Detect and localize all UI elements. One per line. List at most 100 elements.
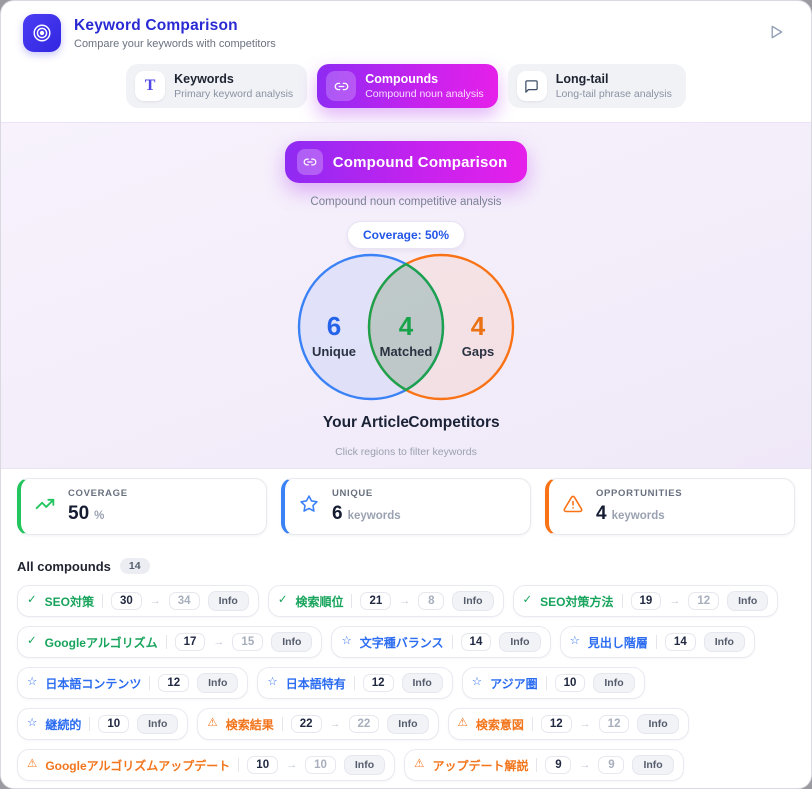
chip-info-button[interactable]: Info bbox=[499, 632, 541, 652]
play-button[interactable] bbox=[763, 19, 789, 48]
tab-long-tail[interactable]: Long-tail Long-tail phrase analysis bbox=[507, 64, 686, 108]
chip-info-button[interactable]: Info bbox=[452, 591, 494, 611]
stat-label: UNIQUE bbox=[332, 488, 373, 499]
chip-keyword-label: アップデート解説 bbox=[432, 758, 529, 773]
chip-your-count: 14 bbox=[664, 633, 696, 651]
coverage-card: COVERAGE 50 % bbox=[17, 478, 267, 535]
chip-your-count: 10 bbox=[98, 715, 130, 733]
chip-info-button[interactable]: Info bbox=[207, 591, 249, 611]
chip-arrow-icon: → bbox=[579, 718, 591, 730]
trend-up-icon bbox=[35, 494, 55, 519]
venn-matched-region[interactable] bbox=[367, 262, 445, 392]
compound-chip[interactable]: ⚠ 検索意図 12 → 12 Info bbox=[447, 708, 689, 740]
tab-label: Keywords bbox=[174, 72, 234, 86]
venn-competitors-label: Competitors bbox=[408, 414, 499, 431]
chip-your-count: 12 bbox=[158, 674, 190, 692]
compound-chip[interactable]: ☆ アジア圏 10 Info bbox=[461, 667, 645, 699]
message-bubble-icon bbox=[516, 71, 547, 101]
compound-chip[interactable]: ☆ 見出し階層 14 Info bbox=[559, 626, 755, 658]
chip-status-icon: ⚠ bbox=[27, 758, 38, 771]
chip-divider bbox=[353, 676, 355, 690]
chip-info-button[interactable]: Info bbox=[632, 755, 674, 775]
chip-status-icon: ☆ bbox=[267, 676, 278, 689]
chip-keyword-label: 日本語特有 bbox=[285, 676, 346, 691]
compound-chip[interactable]: ⚠ アップデート解説 9 → 9 Info bbox=[404, 749, 684, 781]
chip-divider bbox=[655, 635, 657, 649]
chip-divider bbox=[451, 635, 453, 649]
chip-info-button[interactable]: Info bbox=[343, 755, 386, 775]
chip-status-icon: ✓ bbox=[522, 594, 533, 607]
warning-triangle-icon bbox=[563, 494, 583, 519]
compounds-count-badge: 14 bbox=[119, 558, 150, 574]
compound-chip[interactable]: ☆ 日本語特有 12 Info bbox=[257, 667, 453, 699]
chip-info-button[interactable]: Info bbox=[387, 714, 429, 734]
compound-chip[interactable]: ✓ Googleアルゴリズム 17 → 15 Info bbox=[17, 626, 323, 658]
chip-keyword-label: 継続的 bbox=[45, 717, 82, 732]
compound-chip[interactable]: ✓ 検索順位 21 → 8 Info bbox=[267, 585, 504, 617]
compound-chip[interactable]: ☆ 日本語コンテンツ 12 Info bbox=[17, 667, 249, 699]
tab-compounds[interactable]: Compounds Compound noun analysis bbox=[317, 64, 498, 108]
venn-your-article-label: Your Article bbox=[323, 414, 410, 431]
compound-chip[interactable]: ⚠ Googleアルゴリズムアップデート 10 → 10 Info bbox=[17, 749, 396, 781]
chip-info-button[interactable]: Info bbox=[727, 591, 769, 611]
chip-your-count: 14 bbox=[460, 633, 492, 651]
stat-label: COVERAGE bbox=[68, 488, 128, 499]
compound-chip[interactable]: ☆ 継続的 10 Info bbox=[17, 708, 189, 740]
chip-info-button[interactable]: Info bbox=[137, 714, 179, 734]
chip-arrow-icon: → bbox=[149, 595, 161, 607]
chip-your-count: 22 bbox=[290, 715, 322, 733]
chip-info-button[interactable]: Info bbox=[703, 632, 745, 652]
chip-competitor-count: 8 bbox=[418, 592, 445, 610]
chip-keyword-label: SEO対策 bbox=[44, 594, 94, 609]
chip-your-count: 21 bbox=[360, 592, 392, 610]
compounds-section: All compounds 14 ✓ SEO対策 30 → 34 Info ✓ … bbox=[1, 548, 811, 788]
chip-divider bbox=[101, 594, 103, 608]
chip-keyword-label: 検索結果 bbox=[225, 717, 274, 732]
chip-competitor-count: 34 bbox=[168, 592, 200, 610]
chip-info-button[interactable]: Info bbox=[401, 673, 443, 693]
chip-status-icon: ⚠ bbox=[207, 717, 218, 730]
chip-keyword-label: アジア圏 bbox=[490, 676, 538, 691]
chip-arrow-icon: → bbox=[329, 718, 341, 730]
chip-competitor-count: 10 bbox=[305, 756, 336, 774]
chip-info-button[interactable]: Info bbox=[593, 673, 635, 693]
tab-sublabel: Primary keyword analysis bbox=[174, 88, 294, 100]
chip-status-icon: ✓ bbox=[27, 635, 37, 648]
chip-keyword-label: 日本語コンテンツ bbox=[45, 676, 142, 691]
venn-unique-count: 6 bbox=[327, 311, 341, 341]
chip-status-icon: ✓ bbox=[27, 594, 37, 607]
stat-unit: keywords bbox=[611, 510, 665, 522]
chip-keyword-label: Googleアルゴリズムアップデート bbox=[45, 758, 231, 773]
chip-competitor-count: 12 bbox=[598, 715, 630, 733]
stat-label: OPPORTUNITIES bbox=[596, 488, 683, 499]
chip-info-button[interactable]: Info bbox=[637, 714, 679, 734]
compound-comparison-section: Compound Comparison Compound noun compet… bbox=[1, 122, 811, 469]
chip-info-button[interactable]: Info bbox=[271, 632, 313, 652]
stat-unit: % bbox=[94, 510, 105, 522]
compound-chip[interactable]: ✓ SEO対策方法 19 → 12 Info bbox=[512, 585, 779, 617]
venn-hint: Click regions to filter keywords bbox=[335, 446, 477, 458]
chip-divider bbox=[89, 717, 91, 731]
compound-chip[interactable]: ⚠ 検索結果 22 → 22 Info bbox=[197, 708, 439, 740]
compound-chip[interactable]: ☆ 文字種バランス 14 Info bbox=[331, 626, 551, 658]
chip-info-button[interactable]: Info bbox=[197, 673, 239, 693]
chip-keyword-label: Googleアルゴリズム bbox=[44, 635, 158, 650]
type-icon: T bbox=[135, 71, 166, 101]
link-icon bbox=[326, 71, 357, 101]
chip-arrow-icon: → bbox=[669, 595, 681, 607]
venn-gaps-label: Gaps bbox=[462, 344, 495, 359]
section-title: Compound Comparison bbox=[332, 153, 508, 171]
chip-divider bbox=[536, 758, 538, 772]
venn-diagram: 6 Unique 4 Matched 4 Gaps Your Article C… bbox=[1, 251, 811, 444]
stat-cards: COVERAGE 50 % UNIQUE 6 keywords bbox=[1, 469, 811, 548]
chip-status-icon: ☆ bbox=[27, 717, 38, 730]
chip-competitor-count: 22 bbox=[348, 715, 380, 733]
chip-keyword-label: 検索順位 bbox=[295, 594, 344, 609]
tab-keywords[interactable]: T Keywords Primary keyword analysis bbox=[126, 64, 308, 108]
opportunities-card: OPPORTUNITIES 4 keywords bbox=[545, 478, 795, 535]
compound-chip[interactable]: ✓ SEO対策 30 → 34 Info bbox=[17, 585, 259, 617]
compounds-heading: All compounds bbox=[17, 558, 111, 574]
tab-sublabel: Compound noun analysis bbox=[365, 88, 484, 100]
chip-arrow-icon: → bbox=[579, 759, 591, 771]
